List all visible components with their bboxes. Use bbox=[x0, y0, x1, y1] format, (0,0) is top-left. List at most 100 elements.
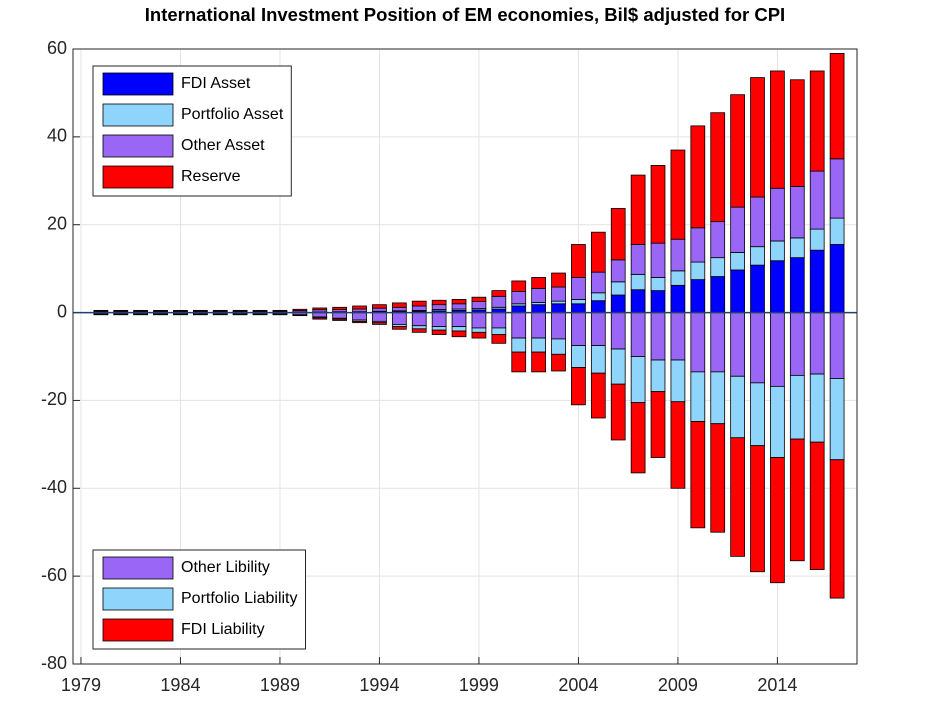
bar-segment bbox=[770, 187, 785, 242]
bar-segment bbox=[391, 302, 407, 308]
bar-segment bbox=[610, 281, 626, 296]
bar-segment bbox=[590, 231, 606, 273]
bar-segment bbox=[650, 165, 666, 244]
bar-segment bbox=[730, 206, 745, 253]
x-tick-label: 1984 bbox=[160, 675, 200, 695]
bar-segment bbox=[690, 125, 706, 229]
bar-segment bbox=[730, 312, 745, 377]
bar-segment bbox=[511, 291, 527, 305]
bar-segment bbox=[809, 249, 825, 313]
y-tick-label: -20 bbox=[41, 389, 67, 409]
bar-segment bbox=[789, 374, 805, 440]
bar-segment bbox=[770, 457, 785, 584]
bar-segment bbox=[770, 70, 785, 189]
bar-segment bbox=[372, 312, 387, 322]
bar-segment bbox=[590, 312, 606, 346]
bar-segment bbox=[710, 312, 726, 373]
bar-segment bbox=[610, 383, 626, 441]
bar-segment bbox=[471, 331, 487, 339]
bar-segment bbox=[571, 303, 586, 313]
bar-segment bbox=[809, 228, 825, 251]
x-tick-label: 1979 bbox=[61, 675, 101, 695]
legend-label: Portfolio Asset bbox=[181, 106, 284, 123]
bar-segment bbox=[511, 280, 527, 292]
bar-segment bbox=[491, 312, 507, 329]
bar-segment bbox=[431, 329, 447, 335]
bar-segment bbox=[809, 373, 825, 443]
bar-segment bbox=[411, 305, 427, 311]
bar-segment bbox=[471, 312, 487, 329]
bar-segment bbox=[391, 306, 407, 312]
bar-segment bbox=[670, 284, 686, 313]
bar-segment bbox=[710, 257, 726, 277]
legend-label: FDI Asset bbox=[181, 75, 251, 92]
bar-segment bbox=[451, 303, 467, 310]
bar-segment bbox=[372, 322, 387, 325]
bar-segment bbox=[610, 259, 626, 283]
bar-segment bbox=[551, 303, 566, 313]
bar-segment bbox=[411, 328, 427, 333]
bar-segment bbox=[750, 445, 765, 573]
bar-segment bbox=[372, 307, 387, 312]
bar-segment bbox=[670, 312, 686, 361]
bar-segment bbox=[770, 385, 785, 458]
bar-segment bbox=[352, 305, 367, 310]
bar-segment bbox=[551, 272, 566, 288]
bar-segment bbox=[372, 304, 387, 309]
bar-segment bbox=[551, 338, 566, 355]
x-tick-label: 2014 bbox=[757, 675, 797, 695]
legend-swatch bbox=[102, 134, 174, 158]
x-tick-label: 2004 bbox=[558, 675, 598, 695]
bar-segment bbox=[332, 318, 348, 321]
y-tick-label: -60 bbox=[41, 565, 67, 585]
bar-segment bbox=[571, 244, 586, 278]
bar-segment bbox=[511, 305, 527, 313]
bar-segment bbox=[571, 298, 586, 305]
bar-segment bbox=[491, 327, 507, 335]
bar-segment bbox=[571, 367, 586, 406]
bar-segment bbox=[511, 351, 527, 373]
bar-segment bbox=[730, 437, 745, 557]
bar-segment bbox=[650, 391, 666, 458]
bar-segment bbox=[352, 312, 367, 321]
legend-label: Reserve bbox=[181, 168, 241, 185]
bar-segment bbox=[551, 286, 566, 302]
legend-swatch bbox=[102, 72, 174, 96]
y-tick-label: 20 bbox=[47, 213, 67, 233]
bar-segment bbox=[471, 327, 487, 333]
bar-segment bbox=[730, 251, 745, 271]
bar-segment bbox=[531, 288, 546, 303]
bar-segment bbox=[690, 227, 706, 263]
bar-segment bbox=[789, 257, 805, 313]
bar-segment bbox=[730, 375, 745, 439]
bar-segment bbox=[192, 309, 208, 312]
bar-segment bbox=[690, 421, 706, 529]
bar-segment bbox=[770, 260, 785, 313]
bar-segment bbox=[789, 79, 805, 187]
legend: FDI Asset Portfolio Asset Other Asset Reser… bbox=[92, 65, 292, 197]
bar-segment bbox=[531, 304, 546, 313]
bar-segment bbox=[650, 277, 666, 292]
bar-segment bbox=[411, 325, 427, 330]
bar-segment bbox=[113, 309, 129, 312]
bar-segment bbox=[431, 304, 447, 310]
x-tick-label: 2009 bbox=[658, 675, 698, 695]
bar-segment bbox=[531, 351, 546, 373]
bar-segment bbox=[352, 320, 367, 324]
bar-segment bbox=[571, 277, 586, 300]
bar-segment bbox=[630, 402, 646, 474]
bar-segment bbox=[809, 312, 825, 375]
bar-segment bbox=[650, 359, 666, 393]
bar-segment bbox=[491, 295, 507, 308]
bar-segment bbox=[312, 317, 328, 320]
bar-segment bbox=[312, 307, 328, 311]
legend-swatch bbox=[102, 618, 174, 642]
y-tick-label: 60 bbox=[47, 38, 67, 58]
bar-segment bbox=[471, 296, 487, 302]
bar-segment bbox=[770, 312, 785, 387]
bar-segment bbox=[630, 174, 646, 245]
bar-segment bbox=[730, 94, 745, 208]
bar-segment bbox=[411, 312, 427, 327]
legend-label: FDI Liability bbox=[181, 621, 265, 638]
bar-segment bbox=[531, 312, 546, 339]
